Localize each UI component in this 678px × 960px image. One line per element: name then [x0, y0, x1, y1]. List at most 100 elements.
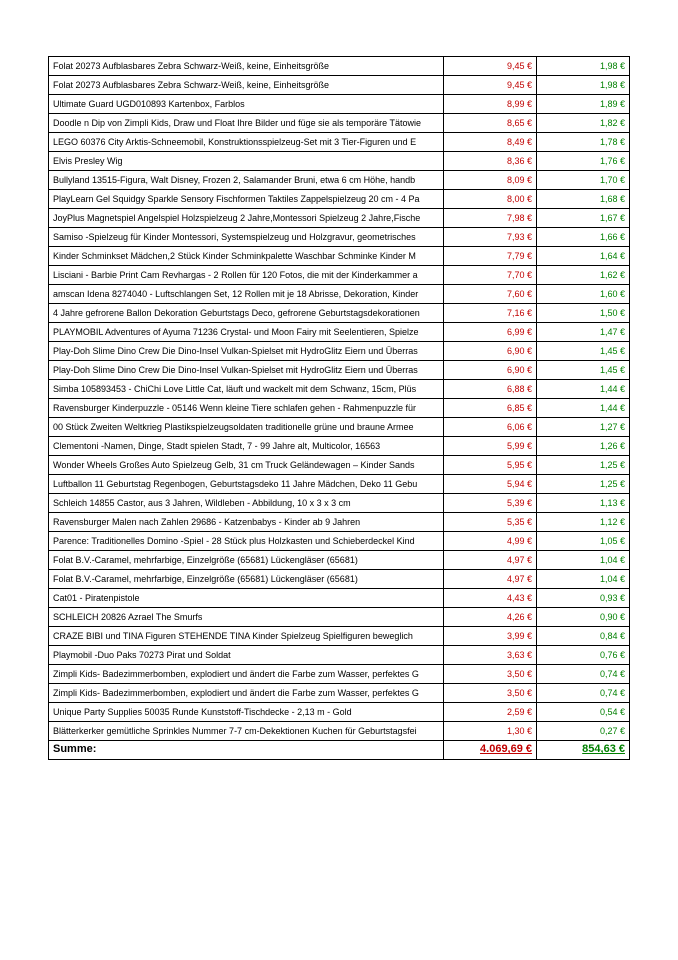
amount-2: 1,70 €	[537, 171, 630, 190]
table-row: Schleich 14855 Castor, aus 3 Jahren, Wil…	[49, 494, 630, 513]
amount-1: 4,97 €	[444, 551, 537, 570]
amount-2: 0,90 €	[537, 608, 630, 627]
amount-1: 3,50 €	[444, 665, 537, 684]
amount-1: 5,39 €	[444, 494, 537, 513]
amount-1: 6,06 €	[444, 418, 537, 437]
table-row: Unique Party Supplies 50035 Runde Kunsts…	[49, 703, 630, 722]
amount-2: 0,93 €	[537, 589, 630, 608]
amount-1: 7,60 €	[444, 285, 537, 304]
amount-2: 1,98 €	[537, 57, 630, 76]
amount-2: 0,27 €	[537, 722, 630, 741]
table-row: amscan Idena 8274040 - Luftschlangen Set…	[49, 285, 630, 304]
amount-1: 8,99 €	[444, 95, 537, 114]
sum-row: Summe:4.069,69 €854,63 €	[49, 741, 630, 760]
amount-1: 7,79 €	[444, 247, 537, 266]
amount-1: 8,65 €	[444, 114, 537, 133]
amount-2: 1,47 €	[537, 323, 630, 342]
product-description: LEGO 60376 City Arktis-Schneemobil, Kons…	[49, 133, 444, 152]
amount-1: 6,88 €	[444, 380, 537, 399]
product-description: Folat 20273 Aufblasbares Zebra Schwarz-W…	[49, 57, 444, 76]
product-description: Schleich 14855 Castor, aus 3 Jahren, Wil…	[49, 494, 444, 513]
product-description: Ultimate Guard UGD010893 Kartenbox, Farb…	[49, 95, 444, 114]
table-row: 4 Jahre gefrorene Ballon Dekoration Gebu…	[49, 304, 630, 323]
page: Folat 20273 Aufblasbares Zebra Schwarz-W…	[0, 0, 678, 816]
amount-2: 0,84 €	[537, 627, 630, 646]
amount-2: 1,50 €	[537, 304, 630, 323]
table-row: Ultimate Guard UGD010893 Kartenbox, Farb…	[49, 95, 630, 114]
amount-2: 1,64 €	[537, 247, 630, 266]
amount-2: 1,13 €	[537, 494, 630, 513]
amount-2: 1,25 €	[537, 456, 630, 475]
sum-label: Summe:	[49, 741, 444, 760]
amount-1: 9,45 €	[444, 76, 537, 95]
amount-1: 3,99 €	[444, 627, 537, 646]
product-description: 4 Jahre gefrorene Ballon Dekoration Gebu…	[49, 304, 444, 323]
amount-2: 1,89 €	[537, 95, 630, 114]
amount-2: 1,82 €	[537, 114, 630, 133]
price-table: Folat 20273 Aufblasbares Zebra Schwarz-W…	[48, 56, 630, 760]
amount-1: 1,30 €	[444, 722, 537, 741]
product-description: SCHLEICH 20826 Azrael The Smurfs	[49, 608, 444, 627]
amount-2: 1,12 €	[537, 513, 630, 532]
table-row: JoyPlus Magnetspiel Angelspiel Holzspiel…	[49, 209, 630, 228]
table-row: Folat 20273 Aufblasbares Zebra Schwarz-W…	[49, 57, 630, 76]
table-row: Playmobil -Duo Paks 70273 Pirat und Sold…	[49, 646, 630, 665]
amount-1: 9,45 €	[444, 57, 537, 76]
table-row: Folat B.V.-Caramel, mehrfarbige, Einzelg…	[49, 570, 630, 589]
amount-2: 1,98 €	[537, 76, 630, 95]
table-row: Folat 20273 Aufblasbares Zebra Schwarz-W…	[49, 76, 630, 95]
product-description: Folat 20273 Aufblasbares Zebra Schwarz-W…	[49, 76, 444, 95]
amount-1: 5,94 €	[444, 475, 537, 494]
amount-1: 6,90 €	[444, 342, 537, 361]
amount-1: 4,99 €	[444, 532, 537, 551]
product-description: Simba 105893453 - ChiChi Love Little Cat…	[49, 380, 444, 399]
amount-1: 7,93 €	[444, 228, 537, 247]
amount-1: 6,99 €	[444, 323, 537, 342]
table-row: Luftballon 11 Geburtstag Regenbogen, Geb…	[49, 475, 630, 494]
table-row: Ravensburger Kinderpuzzle - 05146 Wenn k…	[49, 399, 630, 418]
product-description: amscan Idena 8274040 - Luftschlangen Set…	[49, 285, 444, 304]
table-row: Lisciani - Barbie Print Cam Revhargas - …	[49, 266, 630, 285]
amount-1: 7,16 €	[444, 304, 537, 323]
amount-2: 1,25 €	[537, 475, 630, 494]
product-description: Parence: Traditionelles Domino -Spiel - …	[49, 532, 444, 551]
product-description: Ravensburger Malen nach Zahlen 29686 - K…	[49, 513, 444, 532]
product-description: PlayLearn Gel Squidgy Sparkle Sensory Fi…	[49, 190, 444, 209]
product-description: Kinder Schminkset Mädchen,2 Stück Kinder…	[49, 247, 444, 266]
table-row: Clementoni -Namen, Dinge, Stadt spielen …	[49, 437, 630, 456]
amount-2: 1,67 €	[537, 209, 630, 228]
amount-2: 1,78 €	[537, 133, 630, 152]
table-row: PLAYMOBIL Adventures of Ayuma 71236 Crys…	[49, 323, 630, 342]
table-row: 00 Stück Zweiten Weltkrieg Plastikspielz…	[49, 418, 630, 437]
table-row: Play-Doh Slime Dino Crew Die Dino-Insel …	[49, 361, 630, 380]
product-description: Folat B.V.-Caramel, mehrfarbige, Einzelg…	[49, 570, 444, 589]
product-description: Clementoni -Namen, Dinge, Stadt spielen …	[49, 437, 444, 456]
amount-2: 1,04 €	[537, 551, 630, 570]
table-row: Play-Doh Slime Dino Crew Die Dino-Insel …	[49, 342, 630, 361]
table-row: Bullyland 13515-Figura, Walt Disney, Fro…	[49, 171, 630, 190]
table-row: Folat B.V.-Caramel, mehrfarbige, Einzelg…	[49, 551, 630, 570]
product-description: 00 Stück Zweiten Weltkrieg Plastikspielz…	[49, 418, 444, 437]
amount-1: 5,35 €	[444, 513, 537, 532]
amount-1: 8,36 €	[444, 152, 537, 171]
product-description: Play-Doh Slime Dino Crew Die Dino-Insel …	[49, 342, 444, 361]
product-description: Luftballon 11 Geburtstag Regenbogen, Geb…	[49, 475, 444, 494]
product-description: Elvis Presley Wig	[49, 152, 444, 171]
amount-2: 1,60 €	[537, 285, 630, 304]
amount-1: 8,00 €	[444, 190, 537, 209]
product-description: Unique Party Supplies 50035 Runde Kunsts…	[49, 703, 444, 722]
table-row: Wonder Wheels Großes Auto Spielzeug Gelb…	[49, 456, 630, 475]
amount-2: 1,05 €	[537, 532, 630, 551]
table-row: Ravensburger Malen nach Zahlen 29686 - K…	[49, 513, 630, 532]
product-description: Ravensburger Kinderpuzzle - 05146 Wenn k…	[49, 399, 444, 418]
product-description: Samiso -Spielzeug für Kinder Montessori,…	[49, 228, 444, 247]
table-row: Elvis Presley Wig8,36 €1,76 €	[49, 152, 630, 171]
amount-2: 1,45 €	[537, 361, 630, 380]
amount-2: 1,45 €	[537, 342, 630, 361]
sum-amount-1: 4.069,69 €	[444, 741, 537, 760]
product-description: Wonder Wheels Großes Auto Spielzeug Gelb…	[49, 456, 444, 475]
table-row: LEGO 60376 City Arktis-Schneemobil, Kons…	[49, 133, 630, 152]
product-description: Playmobil -Duo Paks 70273 Pirat und Sold…	[49, 646, 444, 665]
product-description: Lisciani - Barbie Print Cam Revhargas - …	[49, 266, 444, 285]
amount-2: 0,54 €	[537, 703, 630, 722]
